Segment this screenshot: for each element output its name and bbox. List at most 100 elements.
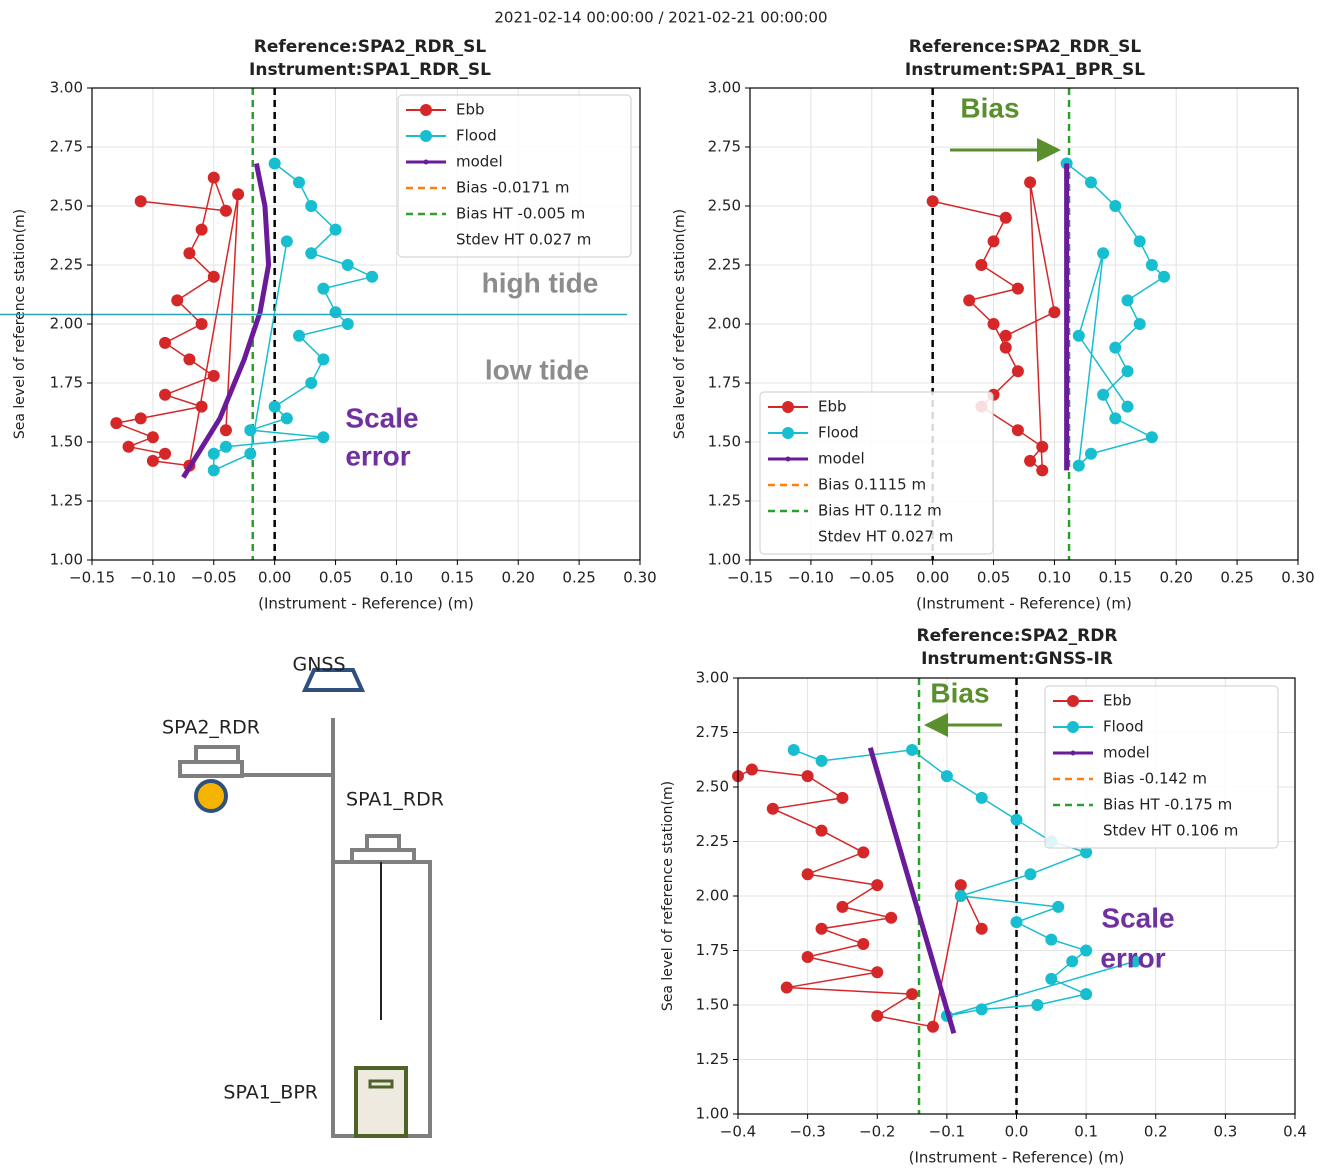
x-tick-label: 0.20 — [502, 569, 535, 587]
data-point — [122, 440, 135, 453]
data-point — [815, 754, 828, 767]
x-tick-label: 0.15 — [441, 569, 474, 587]
y-tick-label: 1.25 — [708, 492, 741, 510]
legend-marker — [785, 456, 791, 462]
data-point — [1052, 900, 1065, 913]
x-tick-label: 0.3 — [1213, 1123, 1237, 1141]
data-point — [341, 318, 354, 330]
data-point — [987, 235, 1000, 248]
x-tick-label: −0.10 — [130, 569, 176, 587]
y-axis-label: Sea level of reference station(m) — [660, 781, 676, 1011]
x-tick-label: −0.10 — [788, 569, 834, 587]
x-tick-label: 0.30 — [1281, 569, 1314, 587]
y-tick-label: 1.75 — [708, 374, 741, 392]
legend-label: Bias HT 0.112 m — [818, 502, 942, 520]
data-point — [219, 440, 232, 453]
data-point — [871, 966, 884, 979]
x-tick-label: 0.4 — [1283, 1123, 1307, 1141]
series-line — [113, 175, 239, 467]
data-point — [1133, 235, 1146, 248]
data-point — [1024, 868, 1037, 881]
x-tick-label: 0.00 — [258, 569, 291, 587]
data-point — [280, 412, 293, 425]
y-tick-label: 1.00 — [50, 551, 83, 569]
data-point — [207, 369, 220, 382]
data-point — [207, 270, 220, 283]
data-point — [1024, 454, 1037, 467]
x-tick-label: 0.0 — [1005, 1123, 1029, 1141]
legend-label: model — [1103, 744, 1150, 762]
annotation: Bias — [930, 677, 989, 708]
data-point — [1121, 400, 1134, 413]
data-point — [244, 447, 257, 460]
data-point — [341, 259, 354, 271]
y-tick-label: 1.00 — [708, 551, 741, 569]
data-point — [1128, 955, 1141, 968]
data-point — [836, 900, 849, 913]
diagram-label: SPA1_BPR — [223, 1082, 318, 1104]
data-point — [159, 447, 172, 460]
y-tick-label: 2.25 — [696, 832, 729, 850]
data-point — [171, 294, 184, 307]
data-point — [1024, 176, 1037, 189]
x-tick-label: 0.10 — [380, 569, 413, 587]
data-point — [1109, 412, 1122, 425]
y-tick-label: 1.25 — [696, 1050, 729, 1068]
legend-marker — [782, 401, 794, 413]
data-point — [1133, 318, 1146, 330]
series-line — [213, 162, 375, 472]
data-point — [146, 431, 159, 444]
data-point — [232, 188, 245, 201]
data-point — [1109, 341, 1122, 354]
data-point — [745, 763, 758, 776]
data-point — [195, 318, 208, 330]
data-point — [195, 223, 208, 236]
diagram-label: SPA1_RDR — [346, 789, 444, 811]
data-point — [926, 1020, 939, 1033]
data-point — [1036, 464, 1049, 477]
data-point — [207, 464, 220, 477]
legend-label: Stdev HT 0.027 m — [818, 528, 953, 546]
x-tick-label: 0.25 — [1220, 569, 1253, 587]
data-point — [780, 981, 793, 994]
y-tick-label: 1.00 — [696, 1105, 729, 1123]
x-tick-label: 0.2 — [1144, 1123, 1168, 1141]
x-tick-label: 0.00 — [916, 569, 949, 587]
legend-marker — [782, 427, 794, 439]
data-point — [146, 454, 159, 467]
data-point — [954, 879, 967, 892]
x-tick-label: 0.1 — [1074, 1123, 1098, 1141]
legend-label: Stdev HT 0.106 m — [1103, 822, 1238, 840]
data-point — [1045, 972, 1058, 985]
data-point — [926, 195, 939, 208]
chart-title: Reference:SPA2_RDR — [917, 626, 1118, 646]
annotation: error — [345, 440, 410, 471]
y-tick-label: 2.50 — [708, 197, 741, 215]
suptitle: 2021-02-14 00:00:00 / 2021-02-21 00:00:0… — [494, 9, 827, 27]
chart-title: Instrument:GNSS-IR — [921, 649, 1113, 669]
annotation: Scale — [345, 402, 418, 433]
x-tick-label: −0.05 — [849, 569, 895, 587]
x-tick-label: −0.05 — [191, 569, 237, 587]
legend-marker — [1070, 750, 1076, 756]
data-point — [244, 424, 257, 437]
data-point — [1121, 294, 1134, 307]
data-point — [975, 259, 988, 271]
data-point — [268, 400, 281, 413]
data-point — [963, 294, 976, 307]
data-point — [1097, 247, 1110, 260]
legend-marker — [423, 159, 429, 165]
x-tick-label: 0.15 — [1099, 569, 1132, 587]
data-point — [801, 770, 814, 783]
legend-box — [397, 94, 632, 258]
y-tick-label: 3.00 — [708, 79, 741, 97]
data-point — [1031, 999, 1044, 1011]
data-point — [801, 951, 814, 964]
data-point — [801, 868, 814, 881]
legend-marker — [1067, 695, 1079, 707]
data-point — [1084, 176, 1097, 189]
plot-frame — [737, 677, 1296, 1115]
legend-label: model — [818, 450, 865, 468]
data-point — [317, 431, 330, 444]
